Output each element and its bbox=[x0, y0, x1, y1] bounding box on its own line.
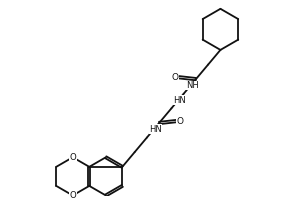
Text: HN: HN bbox=[174, 96, 186, 105]
Text: O: O bbox=[176, 117, 183, 126]
Text: NH: NH bbox=[186, 81, 199, 90]
Text: O: O bbox=[69, 153, 76, 162]
Text: HN: HN bbox=[149, 125, 162, 134]
Text: O: O bbox=[69, 191, 76, 200]
Text: O: O bbox=[172, 73, 179, 82]
